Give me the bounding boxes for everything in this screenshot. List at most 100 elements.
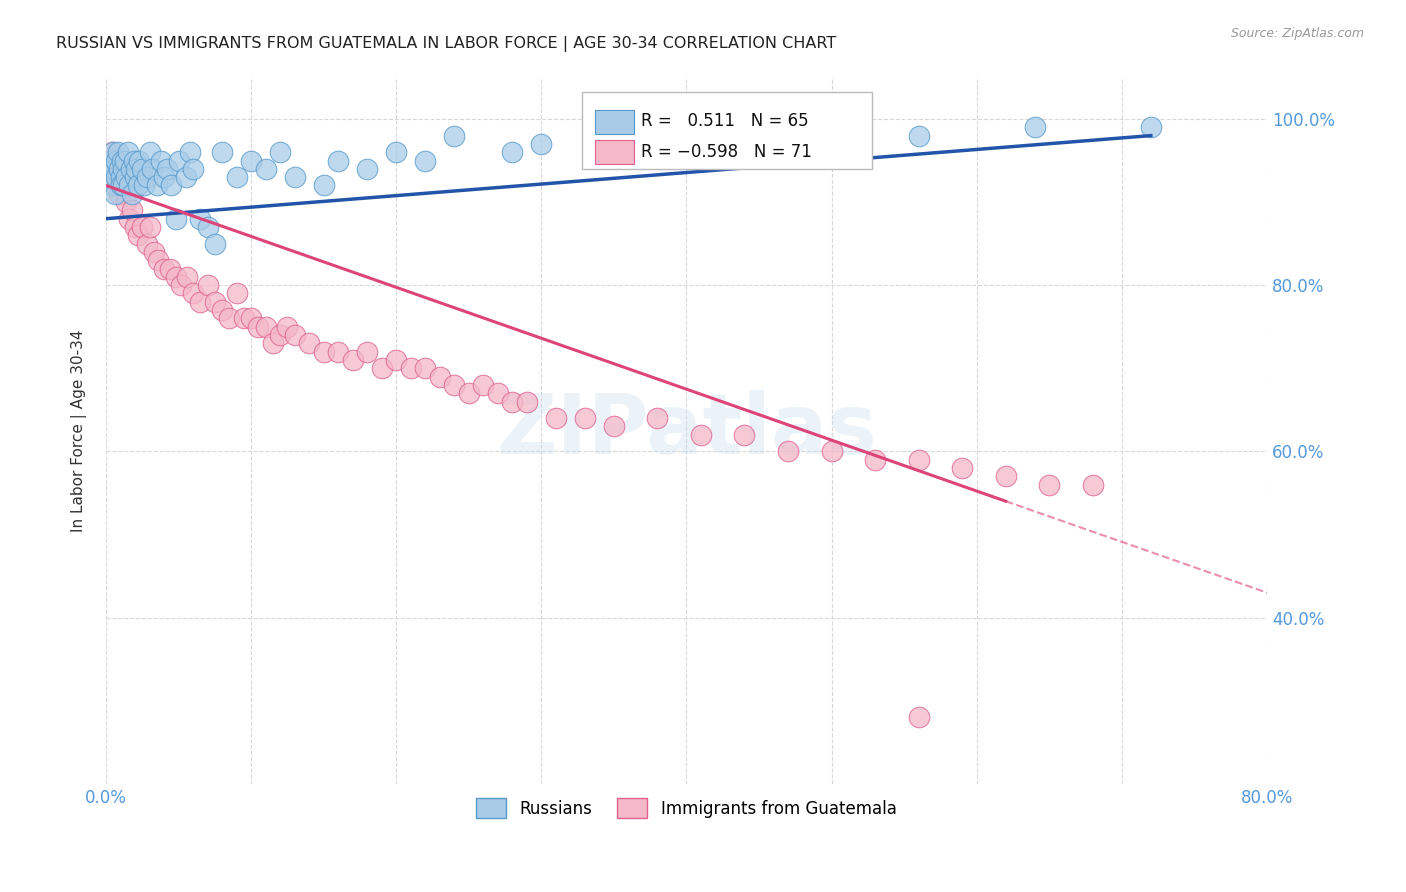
Point bbox=[776, 444, 799, 458]
Point bbox=[176, 269, 198, 284]
FancyBboxPatch shape bbox=[595, 110, 634, 134]
Point bbox=[124, 219, 146, 234]
Point bbox=[225, 286, 247, 301]
Point bbox=[120, 161, 142, 176]
Point bbox=[111, 153, 134, 168]
Point bbox=[312, 178, 335, 193]
Point bbox=[647, 411, 669, 425]
Point bbox=[269, 145, 291, 160]
Point bbox=[370, 361, 392, 376]
Legend: Russians, Immigrants from Guatemala: Russians, Immigrants from Guatemala bbox=[470, 791, 903, 825]
Point bbox=[105, 153, 128, 168]
Point bbox=[284, 170, 307, 185]
Point bbox=[211, 303, 233, 318]
Point bbox=[110, 170, 132, 185]
Point bbox=[312, 344, 335, 359]
Point bbox=[413, 361, 436, 376]
Text: Source: ZipAtlas.com: Source: ZipAtlas.com bbox=[1230, 27, 1364, 40]
Point bbox=[174, 170, 197, 185]
Point bbox=[298, 336, 321, 351]
Text: R =   0.511   N = 65: R = 0.511 N = 65 bbox=[641, 112, 808, 130]
Point bbox=[107, 145, 129, 160]
Point bbox=[907, 710, 929, 724]
Point bbox=[118, 178, 141, 193]
FancyBboxPatch shape bbox=[595, 140, 634, 164]
Point bbox=[820, 444, 842, 458]
Point bbox=[1038, 477, 1060, 491]
Point bbox=[472, 377, 495, 392]
Point bbox=[486, 386, 509, 401]
Point bbox=[603, 128, 626, 143]
Point bbox=[218, 311, 240, 326]
Point bbox=[103, 145, 125, 160]
Point bbox=[262, 336, 284, 351]
Point bbox=[284, 328, 307, 343]
Y-axis label: In Labor Force | Age 30-34: In Labor Force | Age 30-34 bbox=[72, 329, 87, 532]
Point bbox=[165, 269, 187, 284]
Point bbox=[112, 178, 135, 193]
Point bbox=[146, 178, 169, 193]
Point bbox=[501, 394, 523, 409]
Point bbox=[197, 278, 219, 293]
Point bbox=[240, 153, 263, 168]
Point bbox=[204, 236, 226, 251]
Point bbox=[110, 178, 132, 193]
Point bbox=[103, 161, 125, 176]
Point bbox=[108, 186, 131, 201]
Point bbox=[110, 153, 132, 168]
Point bbox=[994, 469, 1017, 483]
Point bbox=[153, 261, 176, 276]
Point bbox=[429, 369, 451, 384]
Point bbox=[114, 153, 136, 168]
Point bbox=[107, 170, 129, 185]
Point bbox=[108, 161, 131, 176]
Point bbox=[98, 170, 121, 185]
Text: ZIPatlas: ZIPatlas bbox=[496, 390, 877, 471]
Point bbox=[399, 361, 422, 376]
Point bbox=[127, 228, 149, 243]
Point bbox=[141, 161, 163, 176]
Point bbox=[188, 294, 211, 309]
Point bbox=[115, 195, 138, 210]
Point bbox=[128, 153, 150, 168]
Point bbox=[385, 145, 408, 160]
Point bbox=[142, 244, 165, 259]
Point bbox=[159, 261, 181, 276]
Point bbox=[127, 178, 149, 193]
Point bbox=[225, 170, 247, 185]
Point bbox=[105, 170, 128, 185]
Point bbox=[950, 461, 973, 475]
Point bbox=[690, 427, 713, 442]
Point bbox=[112, 161, 135, 176]
Point bbox=[530, 136, 553, 151]
Point bbox=[115, 170, 138, 185]
Point bbox=[1139, 120, 1161, 135]
Text: R = −0.598   N = 71: R = −0.598 N = 71 bbox=[641, 143, 813, 161]
Point bbox=[165, 211, 187, 226]
Point bbox=[254, 319, 277, 334]
Point bbox=[121, 203, 143, 218]
Point bbox=[574, 411, 596, 425]
Point bbox=[117, 145, 139, 160]
Point bbox=[131, 161, 153, 176]
Point bbox=[181, 286, 204, 301]
Point bbox=[101, 178, 124, 193]
Point bbox=[188, 211, 211, 226]
Point bbox=[125, 161, 148, 176]
Point bbox=[1081, 477, 1104, 491]
Point bbox=[413, 153, 436, 168]
Point bbox=[328, 153, 350, 168]
Point bbox=[150, 153, 173, 168]
Point bbox=[516, 394, 538, 409]
Point bbox=[105, 153, 128, 168]
Point bbox=[734, 427, 756, 442]
Point bbox=[211, 145, 233, 160]
Point bbox=[204, 294, 226, 309]
Point bbox=[148, 253, 170, 268]
Point bbox=[112, 178, 135, 193]
Point bbox=[167, 153, 190, 168]
Point bbox=[197, 219, 219, 234]
Point bbox=[863, 452, 886, 467]
Point bbox=[704, 136, 727, 151]
Point bbox=[153, 170, 176, 185]
